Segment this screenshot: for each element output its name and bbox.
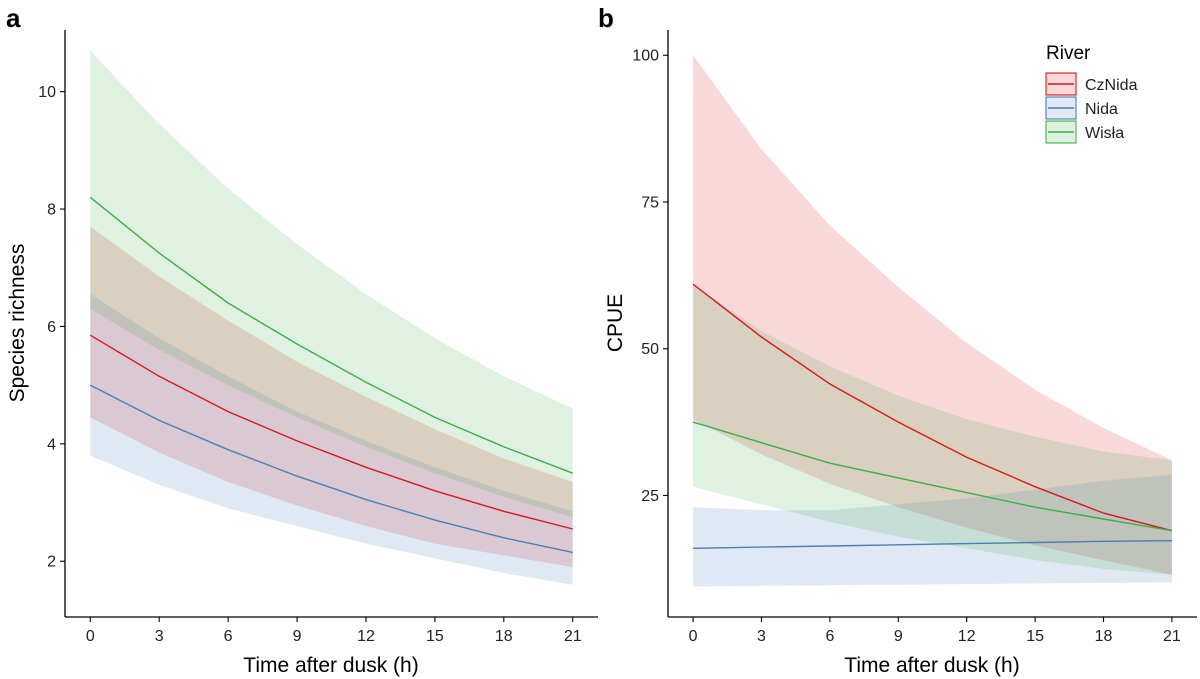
- legend-label-cznida: CzNida: [1085, 77, 1138, 94]
- a-x-tick-label-21: 21: [564, 628, 582, 645]
- b-line-nida: [693, 540, 1172, 549]
- b-y-tick-label-75: 75: [641, 194, 659, 211]
- a-ribbon-cznida: [90, 226, 573, 568]
- panel-b-x-ticks: 0 3 6 9 12 15 18 21: [689, 617, 1181, 645]
- b-y-tick-label-50: 50: [641, 341, 659, 358]
- b-ribbon-nida: [693, 474, 1172, 587]
- b-line-cznida: [692, 283, 1173, 532]
- a-line-nida: [89, 384, 573, 554]
- b-x-tick-label-0: 0: [689, 628, 698, 645]
- a-x-tick-label-9: 9: [293, 628, 302, 645]
- a-ribbon-nida: [90, 294, 573, 585]
- panel-b-y-axis-title: CPUE: [604, 294, 627, 352]
- b-x-tick-label-12: 12: [958, 628, 976, 645]
- legend-title: River: [1046, 43, 1091, 64]
- legend-label-wisla: Wisła: [1085, 125, 1124, 142]
- a-y-tick-label-10: 10: [38, 84, 56, 101]
- legend-label-nida: Nida: [1085, 101, 1118, 118]
- panel-b-x-axis-title: Time after dusk (h): [844, 654, 1019, 677]
- legend-keys: CzNida Nida Wisła: [1045, 72, 1138, 144]
- panel-b-y-ticks: 25 50 75 100: [632, 48, 668, 505]
- panel-b-axes: [667, 30, 1197, 618]
- panel-b-ribbons: [693, 55, 1172, 587]
- panel-a-x-ticks: 0 3 6 9 12 15 18 21: [86, 617, 582, 645]
- legend: River CzNida Nida Wisła: [1045, 43, 1138, 144]
- panel-b-cpue: b 0 3 6 9 12 15 18 21 25 50 75 100 Time after dusk…: [598, 3, 1197, 677]
- panel-a-y-axis-title: Species richness: [6, 244, 29, 403]
- panel-a-letter: a: [6, 3, 21, 33]
- panel-b-lines: [692, 283, 1173, 549]
- a-y-tick-label-2: 2: [47, 554, 56, 571]
- a-y-tick-label-4: 4: [47, 436, 56, 453]
- panel-a-axes: [64, 30, 598, 618]
- legend-item-cznida: CzNida: [1045, 72, 1138, 96]
- a-x-tick-label-18: 18: [495, 628, 513, 645]
- a-x-tick-label-3: 3: [155, 628, 164, 645]
- a-x-tick-label-6: 6: [224, 628, 233, 645]
- panel-a-x-axis-title: Time after dusk (h): [243, 654, 418, 677]
- a-line-wisla: [89, 196, 573, 474]
- a-ribbon-wisla: [90, 50, 573, 518]
- b-x-tick-label-15: 15: [1026, 628, 1044, 645]
- b-x-tick-label-21: 21: [1163, 628, 1181, 645]
- b-y-tick-label-100: 100: [632, 48, 659, 65]
- a-x-tick-label-0: 0: [86, 628, 95, 645]
- panel-a-lines: [89, 196, 573, 554]
- a-y-tick-label-8: 8: [47, 202, 56, 219]
- panel-b-letter: b: [598, 3, 614, 33]
- panel-a-ribbons: [90, 50, 573, 585]
- a-y-tick-label-6: 6: [47, 319, 56, 336]
- b-ribbon-wisla: [693, 284, 1172, 575]
- b-x-tick-label-6: 6: [825, 628, 834, 645]
- legend-item-wisla: Wisła: [1045, 120, 1124, 144]
- b-line-wisla: [692, 421, 1173, 532]
- b-ribbon-cznida: [693, 55, 1172, 575]
- a-x-tick-label-12: 12: [357, 628, 375, 645]
- b-y-tick-label-25: 25: [641, 488, 659, 505]
- b-x-tick-label-3: 3: [757, 628, 766, 645]
- panel-a-y-ticks: 2 4 6 8 10: [38, 84, 65, 571]
- legend-item-nida: Nida: [1045, 96, 1118, 120]
- b-x-tick-label-9: 9: [894, 628, 903, 645]
- a-x-tick-label-15: 15: [426, 628, 444, 645]
- a-line-cznida: [89, 334, 573, 530]
- b-x-tick-label-18: 18: [1095, 628, 1113, 645]
